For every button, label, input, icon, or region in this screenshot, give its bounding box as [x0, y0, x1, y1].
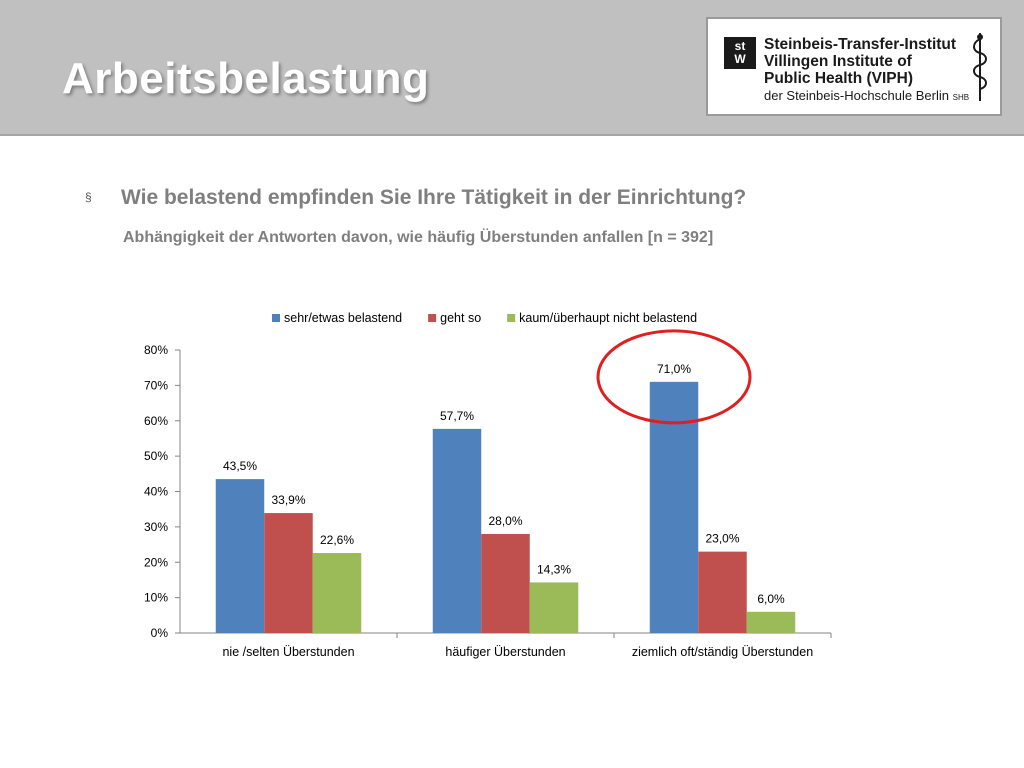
- data-label: 33,9%: [271, 493, 305, 507]
- stw-logo-icon: st W: [724, 37, 756, 69]
- bar-1-2: [698, 551, 747, 633]
- data-label: 14,3%: [537, 562, 571, 576]
- x-category-label: nie /selten Überstunden: [222, 645, 354, 659]
- y-tick-label: 10%: [144, 591, 168, 605]
- bar-2-0: [312, 553, 362, 633]
- logo-line-4: der Steinbeis-Hochschule Berlin SHB: [764, 88, 969, 103]
- y-tick-label: 80%: [144, 343, 168, 357]
- bar-2-2: [746, 611, 796, 633]
- bar-0-0: [215, 479, 265, 633]
- highlight-ellipse: [596, 329, 752, 425]
- header-divider: [0, 134, 1024, 136]
- bullet-icon: §: [85, 190, 92, 204]
- data-label: 23,0%: [705, 532, 739, 546]
- legend-label: geht so: [440, 311, 481, 325]
- y-tick-label: 40%: [144, 485, 168, 499]
- y-tick-label: 20%: [144, 555, 168, 569]
- bar-1-0: [264, 513, 313, 633]
- data-label: 28,0%: [488, 514, 522, 528]
- x-category-label: häufiger Überstunden: [445, 645, 565, 659]
- logo-mark-top: st: [734, 39, 746, 53]
- logo-line-4-text: der Steinbeis-Hochschule Berlin: [764, 88, 949, 103]
- legend-label: kaum/überhaupt nicht belastend: [519, 311, 697, 325]
- logo-line-2: Villingen Institute of: [764, 53, 912, 70]
- bar-0-2: [649, 381, 699, 633]
- legend-label: sehr/etwas belastend: [284, 311, 402, 325]
- logo-mark-bottom: W: [734, 52, 746, 66]
- logo-line-4-suffix: SHB: [952, 93, 970, 102]
- y-tick-label: 0%: [151, 626, 169, 640]
- bar-1-1: [481, 533, 530, 633]
- legend-swatch: [507, 314, 516, 322]
- bar-2-1: [529, 582, 579, 633]
- logo-line-1: Steinbeis-Transfer-Institut: [764, 36, 957, 53]
- data-label: 22,6%: [320, 533, 354, 547]
- y-tick-label: 50%: [144, 449, 168, 463]
- legend-swatch: [272, 314, 280, 322]
- aesculapius-staff-icon: [973, 33, 987, 101]
- bar-0-1: [432, 428, 482, 633]
- x-category-label: ziemlich oft/ständig Überstunden: [632, 645, 813, 659]
- data-label: 71,0%: [657, 362, 691, 376]
- slide-title: Arbeitsbelastung: [62, 54, 430, 103]
- legend-swatch: [428, 314, 437, 322]
- subtitle-text: Abhängigkeit der Antworten davon, wie hä…: [123, 229, 714, 246]
- data-label: 43,5%: [223, 459, 257, 473]
- question-text: Wie belastend empfinden Sie Ihre Tätigke…: [121, 186, 747, 209]
- y-tick-label: 30%: [144, 520, 168, 534]
- data-label: 6,0%: [757, 592, 785, 606]
- data-label: 57,7%: [440, 409, 474, 423]
- institute-logo: st W Steinbeis-Transfer-Institut Villing…: [706, 17, 1002, 116]
- logo-line-3: Public Health (VIPH): [764, 70, 913, 87]
- y-tick-label: 60%: [144, 414, 168, 428]
- y-tick-label: 70%: [144, 378, 168, 392]
